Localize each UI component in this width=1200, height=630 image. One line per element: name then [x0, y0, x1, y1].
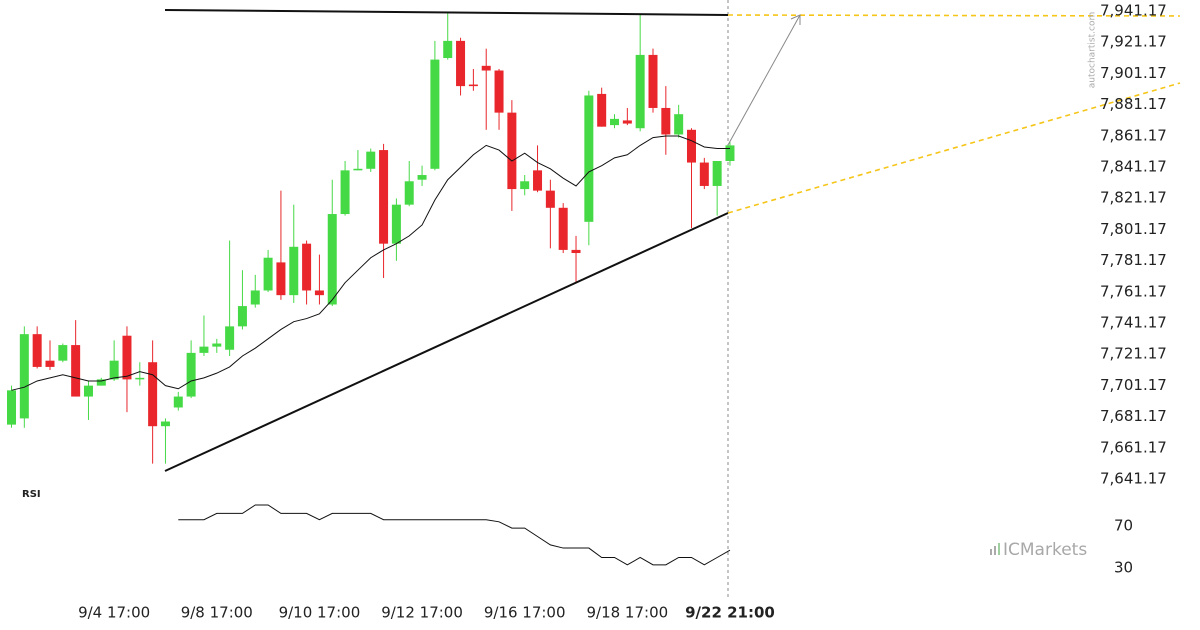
candle-body [468, 84, 478, 87]
candle-body [712, 160, 722, 186]
x-tick-label: 9/10 17:00 [279, 604, 361, 622]
candle-body [379, 150, 389, 244]
rsi-line [178, 504, 731, 566]
brand-bar [990, 549, 992, 555]
rsi-label: RSI [22, 489, 41, 500]
y-tick-label: 7,721.17 [1100, 345, 1167, 363]
candle-body [71, 345, 81, 397]
y-tick-label: 7,941.17 [1100, 1, 1167, 19]
candle-body [135, 377, 145, 380]
candle-body [430, 59, 440, 169]
x-tick-label: 9/22 21:00 [685, 604, 775, 622]
x-tick-label: 9/18 17:00 [586, 604, 668, 622]
candle-body [96, 379, 106, 386]
y-tick-label: 7,761.17 [1100, 282, 1167, 300]
candle-body [610, 118, 620, 126]
forecast-arrow-head [790, 14, 801, 25]
candle-body [32, 334, 42, 367]
price-panel [7, 12, 735, 566]
candle-body [237, 306, 247, 327]
upper-trendline [164, 9, 729, 16]
brand-bar [998, 543, 1000, 555]
candle-body [212, 343, 222, 347]
x-tick-label: 9/16 17:00 [484, 604, 566, 622]
candle-body [366, 151, 376, 169]
candle-body [545, 190, 555, 208]
upper-projection [727, 14, 1181, 17]
candle-body [19, 334, 29, 419]
candle-body [160, 421, 170, 427]
candle-body [661, 107, 671, 135]
watermark: autochartist.com [1088, 12, 1098, 88]
y-tick-label: 7,661.17 [1100, 438, 1167, 456]
x-tick-label: 9/12 17:00 [381, 604, 463, 622]
candle-body [58, 345, 68, 361]
candle-body [520, 181, 530, 190]
candle-body [225, 326, 235, 350]
candle-body [314, 290, 324, 296]
candle-body [571, 249, 581, 254]
candle-body [122, 335, 132, 380]
lower-projection [727, 82, 1181, 214]
forecast-arrow [727, 14, 801, 146]
candle-body [327, 214, 337, 305]
candle-body [533, 170, 543, 191]
candle-body [674, 114, 684, 135]
candle-body [686, 129, 696, 163]
candle-body [109, 360, 119, 380]
y-tick-label: 7,701.17 [1100, 376, 1167, 394]
candle-body [83, 385, 93, 397]
candle-body [558, 207, 568, 250]
candle-body [148, 362, 158, 427]
candle-body [456, 40, 466, 87]
candle-body [263, 257, 273, 291]
y-tick-label: 7,861.17 [1100, 126, 1167, 144]
candle-body [199, 346, 209, 353]
candle-body [507, 112, 517, 190]
x-tick-label: 9/4 17:00 [78, 604, 150, 622]
candle-body [417, 175, 427, 180]
lower-trendline [164, 212, 729, 472]
y-tick-label: 7,921.17 [1100, 33, 1167, 51]
candle-body [597, 93, 607, 127]
candle-body [45, 360, 55, 367]
candle-body [622, 120, 632, 124]
candle-body [494, 70, 504, 113]
y-tick-label: 7,781.17 [1100, 251, 1167, 269]
candle-body [340, 170, 350, 215]
candle-body [7, 390, 16, 425]
brand-icon [990, 543, 1000, 555]
candle-body [443, 40, 453, 59]
candle-body [635, 54, 645, 129]
brand-bar [994, 546, 996, 555]
x-tick-label: 9/8 17:00 [181, 604, 253, 622]
candle-body [289, 246, 299, 296]
candle-body [173, 396, 183, 408]
candle-body [699, 162, 709, 186]
moving-average-line [11, 135, 730, 391]
candle-body [276, 262, 286, 296]
candle-body [584, 95, 594, 222]
candle-body [404, 181, 414, 205]
candle-body [391, 204, 401, 244]
y-tick-label: 7,681.17 [1100, 407, 1167, 425]
candle-body [186, 352, 196, 397]
candle-body [353, 168, 363, 171]
candle-body [302, 243, 312, 291]
y-tick-label: 7,641.17 [1100, 469, 1167, 487]
y-tick-label: 7,801.17 [1100, 220, 1167, 238]
y-tick-label: 7,881.17 [1100, 95, 1167, 113]
y-tick-label: 7,841.17 [1100, 157, 1167, 175]
y-tick-label: 7,821.17 [1100, 189, 1167, 207]
rsi-tick-label: 30 [1114, 559, 1133, 577]
y-tick-label: 7,901.17 [1100, 64, 1167, 82]
candle-body [725, 145, 735, 161]
candle-body [250, 290, 260, 305]
brand: ICMarkets [1003, 540, 1087, 560]
rsi-tick-label: 70 [1114, 517, 1133, 535]
candle-body [648, 54, 658, 108]
candle-body [481, 65, 491, 71]
y-tick-label: 7,741.17 [1100, 313, 1167, 331]
